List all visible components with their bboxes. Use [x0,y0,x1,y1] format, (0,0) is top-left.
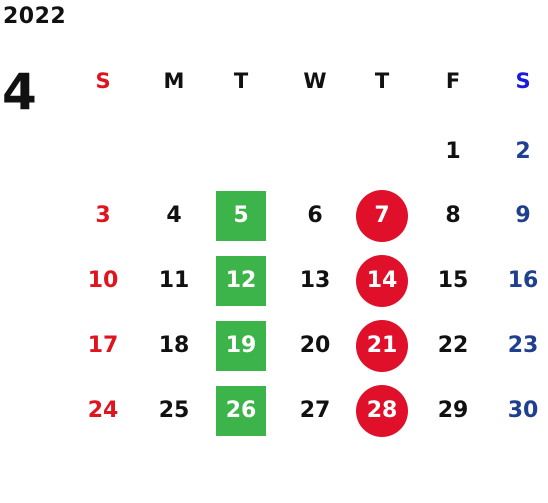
day-cell-17: 17 [87,333,119,358]
day-cell-25: 25 [158,398,190,423]
day-cell-9: 9 [515,203,531,228]
year-label: 2022 [3,4,67,29]
day-cell-22: 22 [437,333,469,358]
weekday-header-mon: M [163,68,185,93]
weekday-header-tue: T [233,68,249,93]
day-cell-21: 21 [366,333,398,358]
day-cell-3: 3 [95,203,111,228]
green-day-marker [216,321,266,371]
weekday-header-thu: T [374,68,390,93]
day-cell-27: 27 [299,398,331,423]
day-cell-19: 19 [225,333,257,358]
day-cell-12: 12 [225,268,257,293]
weekday-header-fri: F [445,68,461,93]
day-cell-18: 18 [158,333,190,358]
green-day-marker [216,386,266,436]
weekday-header-sun: S [95,68,111,93]
day-cell-23: 23 [507,333,539,358]
day-cell-1: 1 [445,139,461,164]
red-day-marker [356,385,408,437]
weekday-header-sat: S [515,68,531,93]
month-number: 4 [2,63,37,121]
day-cell-6: 6 [307,203,323,228]
red-day-marker [356,320,408,372]
day-cell-26: 26 [225,398,257,423]
day-cell-29: 29 [437,398,469,423]
day-cell-24: 24 [87,398,119,423]
day-cell-10: 10 [87,268,119,293]
day-cell-16: 16 [507,268,539,293]
day-cell-11: 11 [158,268,190,293]
day-cell-8: 8 [445,203,461,228]
day-cell-7: 7 [374,203,390,228]
red-day-marker [356,190,408,242]
day-cell-5: 5 [233,203,249,228]
day-cell-15: 15 [437,268,469,293]
weekday-header-wed: W [303,68,327,93]
day-cell-20: 20 [299,333,331,358]
day-cell-14: 14 [366,268,398,293]
day-cell-30: 30 [507,398,539,423]
green-day-marker [216,191,266,241]
day-cell-28: 28 [366,398,398,423]
green-day-marker [216,256,266,306]
day-cell-2: 2 [515,139,531,164]
day-cell-4: 4 [166,203,182,228]
day-cell-13: 13 [299,268,331,293]
red-day-marker [356,255,408,307]
